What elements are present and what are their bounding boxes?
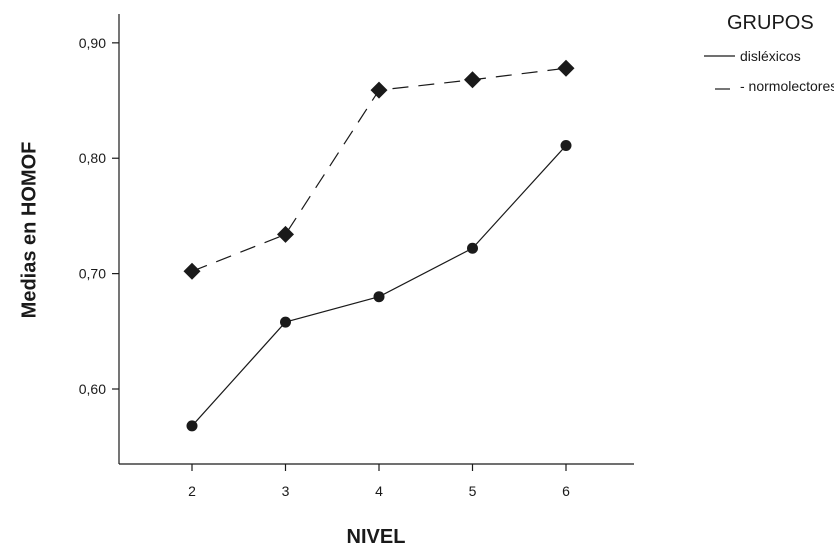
legend-label-dislexicos: disléxicos: [740, 48, 801, 64]
x-tick-label: 3: [282, 483, 290, 499]
x-tick-label: 6: [562, 483, 570, 499]
y-tick-label: 0,80: [79, 150, 106, 166]
y-tick-label: 0,90: [79, 35, 106, 51]
data-point-normolectores: [464, 71, 481, 89]
x-tick-label: 5: [469, 483, 477, 499]
series-line-normolectores: [191, 67, 567, 272]
data-point-normolectores: [370, 81, 388, 99]
legend: GRUPOS disléxicos - normolectores: [704, 12, 834, 94]
legend-title: GRUPOS: [727, 12, 814, 34]
data-point-dislexicos: [560, 140, 572, 152]
data-point-dislexicos: [280, 316, 291, 328]
y-tick-label: 0,70: [79, 266, 106, 282]
x-axis-title: NIVEL: [347, 526, 406, 548]
y-tick-label: 0,60: [79, 381, 106, 397]
data-point-dislexicos: [186, 420, 198, 432]
data-point-normolectores: [557, 59, 575, 77]
legend-label-normolectores: - normolectores: [740, 78, 834, 94]
data-point-normolectores: [183, 262, 201, 280]
x-ticks: 2 3 4 5 6: [188, 464, 570, 499]
series-line-dislexicos: [191, 145, 567, 427]
x-tick-label: 2: [188, 483, 196, 499]
series-layer: [183, 59, 575, 432]
x-tick-label: 4: [375, 483, 383, 499]
y-axis-title: Medias en HOMOF: [18, 142, 40, 319]
y-ticks: 0,60 0,70 0,80 0,90: [79, 35, 119, 397]
axes: [118, 14, 634, 465]
data-point-dislexicos: [373, 291, 385, 303]
data-point-dislexicos: [467, 242, 478, 254]
data-point-normolectores: [277, 225, 294, 243]
